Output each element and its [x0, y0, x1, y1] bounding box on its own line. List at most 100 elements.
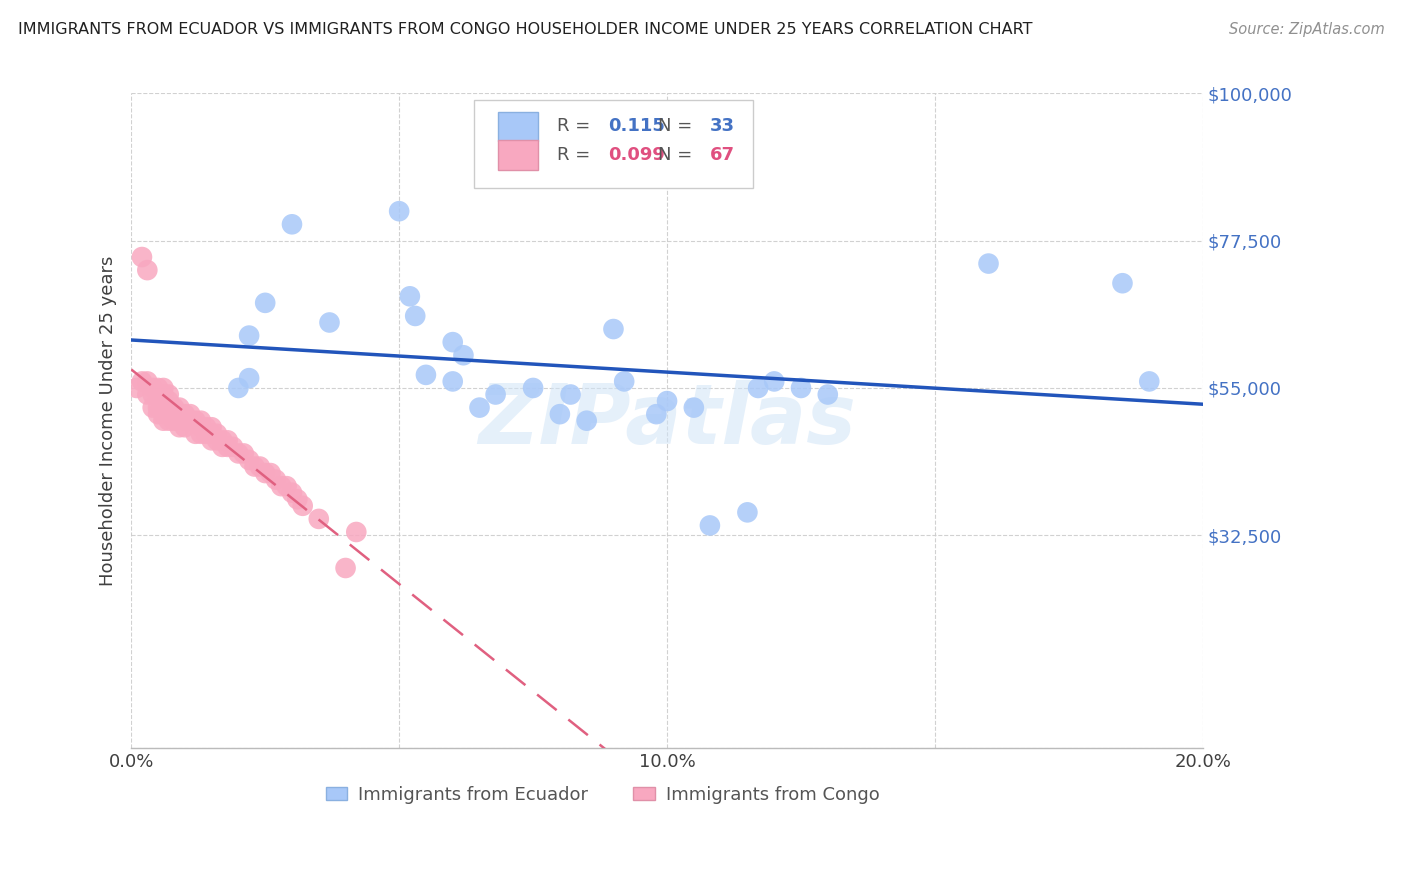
- Point: [157, 407, 180, 421]
- Point: [173, 420, 195, 434]
- Point: [201, 426, 224, 441]
- Text: 0.115: 0.115: [609, 118, 665, 136]
- Point: [169, 420, 191, 434]
- Point: [205, 434, 228, 448]
- Point: [228, 381, 250, 395]
- Point: [211, 440, 233, 454]
- Text: N =: N =: [658, 146, 693, 164]
- Point: [602, 322, 624, 336]
- Point: [136, 263, 159, 277]
- Point: [259, 466, 281, 480]
- Text: 67: 67: [710, 146, 735, 164]
- Point: [238, 328, 260, 343]
- Point: [201, 420, 224, 434]
- Point: [522, 381, 544, 395]
- Point: [152, 407, 174, 421]
- Legend: Immigrants from Ecuador, Immigrants from Congo: Immigrants from Ecuador, Immigrants from…: [319, 779, 887, 811]
- Point: [195, 420, 218, 434]
- Point: [276, 479, 298, 493]
- Point: [142, 401, 165, 415]
- Point: [163, 414, 186, 428]
- Point: [190, 420, 212, 434]
- Point: [152, 414, 174, 428]
- Text: Source: ZipAtlas.com: Source: ZipAtlas.com: [1229, 22, 1385, 37]
- Point: [270, 479, 292, 493]
- Point: [453, 348, 475, 362]
- Point: [737, 505, 759, 519]
- Point: [146, 407, 169, 421]
- Point: [217, 434, 239, 448]
- Point: [699, 518, 721, 533]
- Point: [404, 309, 426, 323]
- Point: [655, 394, 678, 409]
- Point: [157, 401, 180, 415]
- Point: [131, 250, 153, 264]
- Text: R =: R =: [557, 146, 591, 164]
- Point: [344, 524, 367, 539]
- Point: [142, 387, 165, 401]
- Point: [548, 407, 571, 421]
- Point: [222, 440, 245, 454]
- Point: [399, 289, 422, 303]
- Point: [249, 459, 271, 474]
- Point: [308, 512, 330, 526]
- Point: [152, 401, 174, 415]
- Point: [136, 375, 159, 389]
- Point: [195, 426, 218, 441]
- Point: [152, 381, 174, 395]
- Point: [388, 204, 411, 219]
- FancyBboxPatch shape: [474, 100, 752, 188]
- Point: [613, 375, 636, 389]
- Point: [146, 381, 169, 395]
- Point: [228, 446, 250, 460]
- Point: [238, 453, 260, 467]
- FancyBboxPatch shape: [498, 141, 538, 170]
- Point: [205, 426, 228, 441]
- Point: [747, 381, 769, 395]
- Point: [468, 401, 491, 415]
- Point: [201, 434, 224, 448]
- Point: [184, 414, 207, 428]
- Point: [441, 335, 464, 350]
- Point: [217, 440, 239, 454]
- Point: [211, 434, 233, 448]
- Point: [763, 375, 786, 389]
- Point: [318, 316, 340, 330]
- Text: R =: R =: [557, 118, 591, 136]
- Text: N =: N =: [658, 118, 693, 136]
- Point: [254, 296, 277, 310]
- Point: [441, 375, 464, 389]
- Point: [179, 414, 201, 428]
- Point: [131, 375, 153, 389]
- Point: [125, 381, 148, 395]
- Point: [163, 407, 186, 421]
- Point: [264, 473, 287, 487]
- Point: [169, 407, 191, 421]
- Point: [281, 485, 304, 500]
- Point: [243, 459, 266, 474]
- Point: [157, 387, 180, 401]
- Text: IMMIGRANTS FROM ECUADOR VS IMMIGRANTS FROM CONGO HOUSEHOLDER INCOME UNDER 25 YEA: IMMIGRANTS FROM ECUADOR VS IMMIGRANTS FR…: [18, 22, 1033, 37]
- Point: [184, 426, 207, 441]
- Point: [682, 401, 704, 415]
- Text: 0.099: 0.099: [609, 146, 665, 164]
- Point: [254, 466, 277, 480]
- Point: [157, 414, 180, 428]
- Point: [1111, 277, 1133, 291]
- Point: [173, 407, 195, 421]
- Point: [484, 387, 506, 401]
- Point: [232, 446, 254, 460]
- Point: [146, 401, 169, 415]
- Point: [179, 407, 201, 421]
- Point: [169, 401, 191, 415]
- Point: [142, 381, 165, 395]
- Point: [790, 381, 813, 395]
- Point: [190, 414, 212, 428]
- Point: [285, 492, 308, 507]
- Point: [575, 414, 598, 428]
- Point: [163, 401, 186, 415]
- FancyBboxPatch shape: [498, 112, 538, 141]
- Point: [146, 387, 169, 401]
- Point: [415, 368, 437, 382]
- Point: [281, 217, 304, 231]
